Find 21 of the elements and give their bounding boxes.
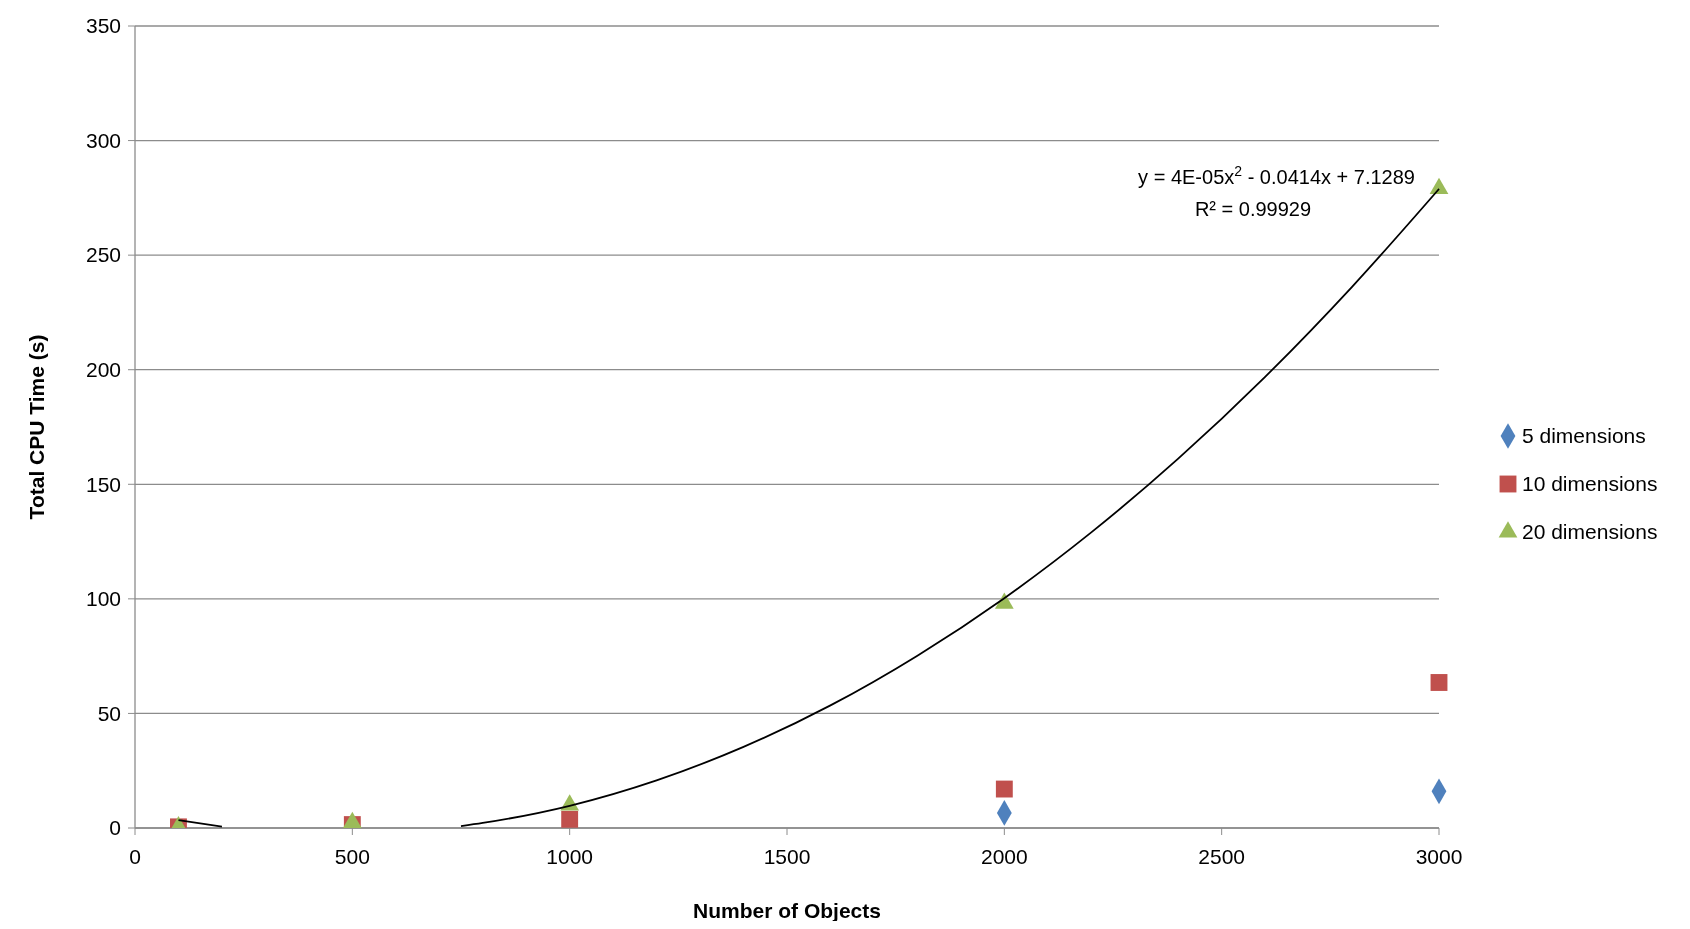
y-tick-label: 200 bbox=[85, 358, 121, 382]
y-tick-label: 300 bbox=[85, 128, 121, 152]
x-tick-label: 1000 bbox=[546, 845, 594, 868]
x-tick-label: 2500 bbox=[1198, 845, 1246, 868]
legend-label: 5 dimensions bbox=[1522, 424, 1646, 448]
annotation: y = 4E-05x$^{2}$ - 0.0414x + 7.1289 bbox=[1138, 163, 1415, 188]
y-tick-label: 350 bbox=[85, 14, 121, 38]
x-tick-label: 2000 bbox=[980, 845, 1028, 868]
annotation: R² = 0.99929 bbox=[1194, 198, 1312, 220]
y-tick-label: 50 bbox=[97, 701, 121, 725]
y-tick-label: 0 bbox=[109, 816, 121, 840]
legend-label: 10 dimensions bbox=[1522, 472, 1658, 496]
x-tick-label: 1500 bbox=[763, 845, 811, 868]
y-tick-label: 100 bbox=[85, 587, 121, 611]
y-tick-label: 150 bbox=[85, 472, 121, 496]
y-axis-title: Total CPU Time (s) bbox=[25, 334, 48, 520]
y-tick-label: 250 bbox=[85, 243, 121, 267]
legend-label: 20 dimensions bbox=[1522, 520, 1658, 544]
x-tick-label: 0 bbox=[129, 845, 141, 868]
x-tick-label: 3000 bbox=[1415, 845, 1463, 868]
x-tick-label: 500 bbox=[334, 845, 370, 868]
